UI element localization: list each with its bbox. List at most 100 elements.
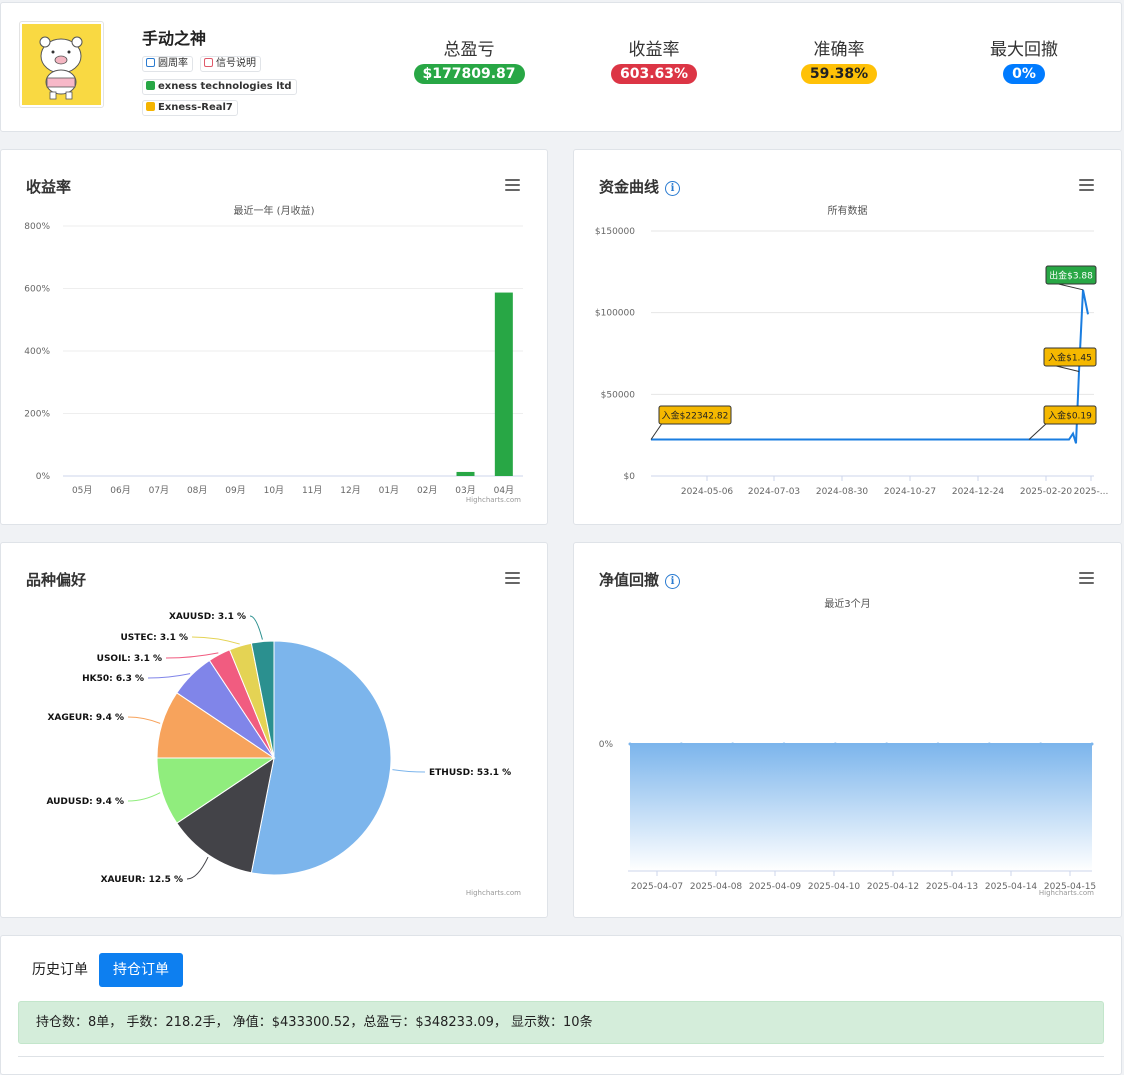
chart-menu-icon[interactable] <box>1079 179 1094 191</box>
drawdown-panel: 净值回撤 i 最近3个月 0% 2025-04-07 2025-04-08 2025-0… <box>573 542 1122 918</box>
pig-avatar-icon <box>22 24 101 105</box>
y-tick-label: $100000 <box>595 309 635 319</box>
x-tick-label: 08月 <box>187 485 207 496</box>
x-tick-label: 2024-12-24 <box>952 487 1005 497</box>
drawdown-title: 净值回撤 i <box>599 569 681 590</box>
x-tick-label: 11月 <box>302 485 322 496</box>
tag-signal-info[interactable]: 信号说明 <box>200 56 261 72</box>
broker-icon <box>146 81 155 90</box>
stat-max-drawdown: 最大回撤 0% <box>990 40 1058 84</box>
returns-panel: 收益率 最近一年 (月收益) 0% 200% 400% 600% 800% 05月 06月 0… <box>0 149 548 525</box>
drawdown-point <box>731 742 735 746</box>
trader-name: 手动之神 <box>142 29 207 48</box>
pie-label: HK50: 6.3 % <box>82 674 144 684</box>
x-tick-label: 10月 <box>264 485 284 496</box>
x-tick-label: 2025-04-14 <box>985 882 1038 892</box>
equity-line <box>651 289 1089 444</box>
annotation-connector <box>650 421 664 440</box>
pie-label: USTEC: 3.1 % <box>120 633 188 643</box>
y-tick-label: $0 <box>624 472 636 482</box>
chart-credit: Highcharts.com <box>1038 889 1094 897</box>
tag-pi[interactable]: 圆周率 <box>142 56 193 72</box>
drawdown-point <box>1090 742 1094 746</box>
x-tick-label: 2024-07-03 <box>748 487 800 497</box>
divider <box>18 1056 1104 1057</box>
pie-label: AUDUSD: 9.4 % <box>46 797 124 807</box>
pie-label: USOIL: 3.1 % <box>97 654 162 664</box>
pie-connector <box>147 673 191 679</box>
annotation-flag <box>1043 405 1097 425</box>
pie-connector <box>191 636 240 645</box>
x-tick-label: 2025-02-20 <box>1020 487 1073 497</box>
chart-credit: Highcharts.com <box>465 889 521 897</box>
tag-broker[interactable]: exness technologies ltd <box>142 79 297 95</box>
tab-history-orders[interactable]: 历史订单 <box>32 962 88 978</box>
x-tick-label: 09月 <box>225 485 245 496</box>
x-tick-label: 06月 <box>110 485 130 496</box>
pie-connector <box>392 769 426 773</box>
x-tick-label: 2025-04-13 <box>926 882 978 892</box>
avatar[interactable] <box>19 21 104 108</box>
stat-total-pnl: 总盈亏 $177809.87 <box>399 35 539 84</box>
profile-header: 手动之神 圆周率 信号说明 exness technologies ltd Ex… <box>0 2 1122 132</box>
pie-connector <box>249 615 263 640</box>
message-icon <box>204 58 213 67</box>
returns-title: 收益率 <box>26 178 72 196</box>
chart-menu-icon[interactable] <box>1079 572 1094 584</box>
server-icon <box>146 102 155 111</box>
y-tick-label: 0% <box>36 472 51 482</box>
drawdown-point <box>679 742 683 746</box>
drawdown-point <box>936 742 940 746</box>
x-tick-label: 2024-08-30 <box>816 487 869 497</box>
pie-connector <box>165 652 219 659</box>
annotation-flag <box>1045 265 1097 285</box>
equity-title: 资金曲线 i <box>599 176 681 197</box>
pie-label: ETHUSD: 53.1 % <box>429 768 511 778</box>
drawdown-point <box>1039 742 1043 746</box>
drawdown-badge: 0% <box>1003 64 1045 84</box>
chart-menu-icon[interactable] <box>505 572 520 584</box>
info-icon[interactable]: i <box>665 574 681 589</box>
orders-summary: 持仓数：8单， 手数：218.2手， 净值：$433300.52，总盈亏：$34… <box>18 1001 1104 1044</box>
annotation-label: 入金$1.45 <box>1048 352 1092 364</box>
x-tick-label: 12月 <box>340 485 360 496</box>
pie-slice <box>250 640 275 759</box>
tab-open-orders[interactable]: 持仓订单 <box>99 953 183 987</box>
x-tick-label: 04月 <box>494 485 514 496</box>
drawdown-point <box>987 742 991 746</box>
annotation-flag <box>1043 347 1097 367</box>
returns-subtitle: 最近一年 (月收益) <box>233 206 315 217</box>
annotation-label: 入金$22342.82 <box>662 410 729 422</box>
x-tick-label: 2025-04-09 <box>749 882 802 892</box>
x-tick-label: 05月 <box>72 485 92 496</box>
x-tick-label: 01月 <box>379 485 399 496</box>
annotation-flag <box>658 405 732 425</box>
returns-bar-chart: 0% 200% 400% 600% 800% 05月 06月 07月 08月 09月 10月 11月 1… <box>24 222 523 496</box>
accuracy-badge: 59.38% <box>800 64 878 84</box>
pie-label: XAGEUR: 9.4 % <box>47 713 124 723</box>
tag-server[interactable]: Exness-Real7 <box>142 100 238 116</box>
bar <box>494 292 513 476</box>
annotation-label: 入金$0.19 <box>1048 410 1092 422</box>
pie-label: XAUUSD: 3.1 % <box>169 612 246 622</box>
x-tick-label: 2025-04-15 <box>1044 882 1096 892</box>
x-tick-label: 2025-04-07 <box>631 882 683 892</box>
y-tick-label: 0% <box>599 740 614 750</box>
chart-credit: Highcharts.com <box>465 496 521 504</box>
equity-subtitle: 所有数据 <box>827 206 868 217</box>
pie-connector <box>186 856 209 880</box>
pnl-badge: $177809.87 <box>413 64 525 84</box>
x-tick-label: 2025-04-12 <box>867 882 919 892</box>
x-tick-label: 2025-04-08 <box>690 882 743 892</box>
drawdown-area-chart: 0% 2025-04-07 2025-04-08 2025-04-09 2025-04-… <box>599 740 1096 892</box>
y-tick-label: $50000 <box>601 390 636 400</box>
info-icon[interactable]: i <box>665 181 681 196</box>
stat-return-rate: 收益率 603.63% <box>584 35 724 84</box>
drawdown-point <box>833 742 837 746</box>
annotation-connector <box>1028 421 1049 440</box>
chart-menu-icon[interactable] <box>505 179 520 191</box>
symbols-panel: 品种偏好 ETHUSD: 53.1 % XAUEUR: 12.5 % AUDUSD:… <box>0 542 548 918</box>
y-tick-label: 600% <box>24 285 50 295</box>
equity-line-chart: $0 $50000 $100000 $150000 2024-05-06 2024-07-… <box>595 227 1108 497</box>
pie-slice <box>176 756 275 874</box>
